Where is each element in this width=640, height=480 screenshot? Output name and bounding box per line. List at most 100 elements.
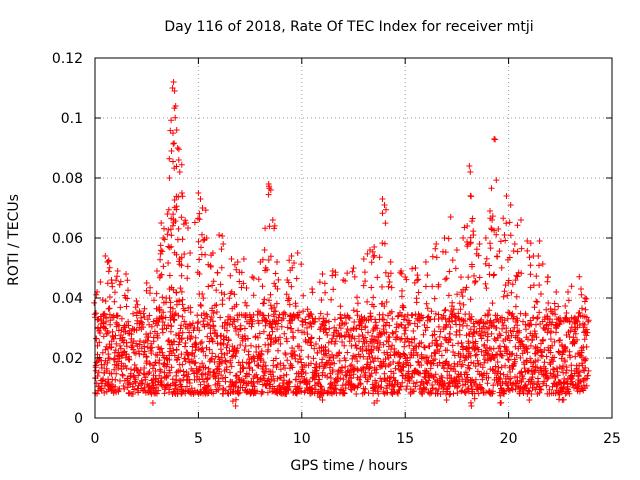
data-point — [424, 314, 431, 321]
data-point — [522, 312, 529, 319]
data-point — [498, 264, 505, 271]
data-point — [178, 161, 185, 168]
data-point — [538, 386, 545, 393]
data-point — [409, 312, 416, 319]
data-point — [527, 284, 534, 291]
data-point — [536, 238, 543, 244]
data-point — [271, 280, 278, 287]
data-point — [297, 378, 304, 385]
data-point — [170, 316, 177, 323]
data-point — [153, 290, 160, 297]
data-point — [568, 362, 575, 369]
data-point — [179, 335, 185, 342]
data-point — [429, 283, 436, 290]
data-point — [486, 307, 493, 314]
data-point — [227, 369, 233, 376]
data-point — [168, 322, 175, 329]
data-point — [222, 358, 229, 365]
data-point — [331, 386, 338, 393]
data-point — [436, 348, 443, 355]
data-point — [562, 344, 569, 351]
data-point — [138, 321, 145, 328]
data-point — [112, 332, 119, 339]
data-point — [424, 272, 431, 279]
data-point — [446, 315, 453, 322]
data-point — [166, 244, 173, 251]
data-point — [341, 390, 348, 397]
data-point — [182, 387, 189, 394]
data-point — [283, 335, 290, 342]
data-point — [113, 340, 120, 347]
data-point — [386, 334, 393, 341]
data-point — [369, 340, 376, 346]
data-point — [278, 323, 285, 330]
data-point — [159, 349, 166, 356]
data-point — [152, 387, 159, 394]
data-point — [275, 347, 281, 354]
data-point — [261, 315, 268, 321]
data-point — [261, 300, 267, 307]
data-point — [356, 376, 363, 383]
data-point — [440, 365, 447, 372]
data-point — [215, 375, 222, 382]
data-point — [348, 374, 355, 381]
data-point — [242, 299, 249, 306]
data-point — [277, 360, 284, 367]
data-point — [152, 379, 159, 385]
data-point — [449, 299, 456, 306]
data-point — [409, 374, 415, 381]
data-point — [218, 246, 225, 253]
data-point — [288, 253, 295, 259]
data-point — [316, 335, 323, 342]
data-point — [206, 346, 213, 353]
data-point — [173, 127, 180, 133]
data-point — [381, 303, 388, 310]
data-point — [351, 335, 358, 342]
data-point — [277, 366, 284, 373]
data-point — [219, 297, 226, 304]
data-point — [420, 380, 427, 387]
data-point — [144, 337, 151, 344]
data-point — [154, 352, 161, 359]
data-point — [421, 322, 428, 328]
data-point — [267, 253, 274, 260]
data-point — [275, 317, 282, 324]
data-point — [163, 325, 170, 332]
data-point — [178, 254, 185, 261]
data-point — [585, 367, 592, 374]
data-point — [241, 347, 248, 353]
data-point — [516, 390, 523, 397]
data-point — [113, 277, 119, 284]
data-point — [387, 361, 394, 367]
data-point — [191, 353, 198, 360]
data-point — [121, 386, 128, 392]
data-point — [350, 265, 357, 271]
data-point — [200, 321, 207, 328]
data-point — [565, 297, 572, 304]
data-point — [268, 324, 275, 331]
data-point — [483, 285, 490, 292]
data-point — [340, 376, 347, 383]
data-point — [524, 349, 531, 356]
data-point — [413, 379, 420, 386]
data-point — [484, 380, 491, 387]
data-point — [216, 382, 223, 389]
data-point — [245, 351, 252, 358]
data-point — [214, 269, 221, 276]
data-point — [414, 272, 421, 279]
data-point — [467, 352, 474, 359]
data-point — [444, 368, 451, 375]
data-point — [300, 308, 307, 315]
data-point — [456, 321, 463, 328]
data-point — [227, 357, 234, 364]
data-point — [395, 390, 401, 397]
data-point — [137, 338, 143, 344]
data-point — [231, 261, 238, 268]
data-point — [536, 262, 542, 269]
data-point — [304, 324, 310, 331]
data-point — [386, 279, 393, 285]
data-point — [100, 320, 107, 327]
data-point — [222, 374, 229, 381]
data-point — [404, 357, 411, 364]
data-point — [148, 350, 155, 357]
